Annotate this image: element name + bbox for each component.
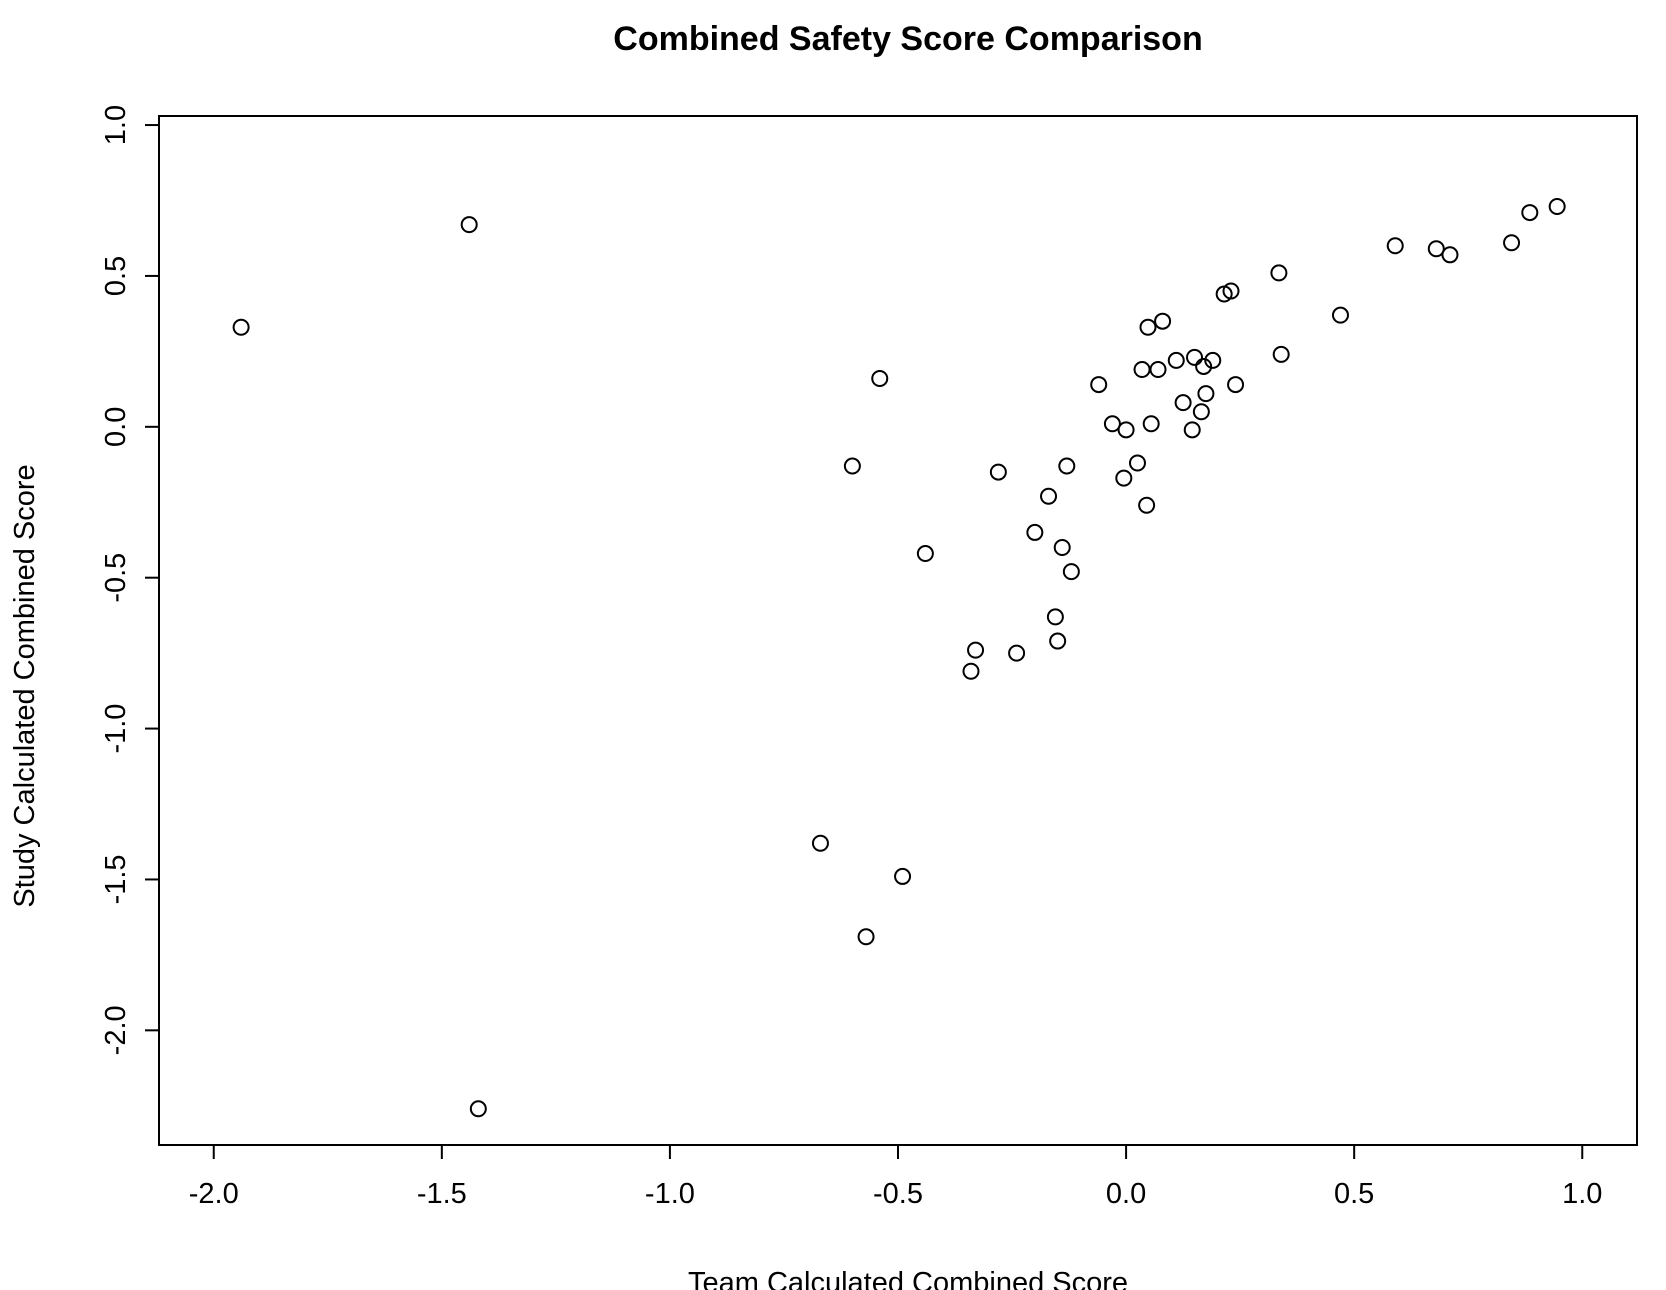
data-point — [962, 662, 980, 680]
y-tick-label: 0.5 — [100, 256, 132, 296]
x-tick-label: 0.0 — [1106, 1178, 1146, 1210]
data-point — [1195, 357, 1213, 375]
data-point — [1183, 421, 1201, 439]
x-tick-label: 0.5 — [1334, 1178, 1374, 1210]
data-point — [1204, 351, 1222, 369]
chart-title: Combined Safety Score Comparison — [613, 20, 1202, 58]
data-point — [1142, 415, 1160, 433]
data-point — [989, 463, 1007, 481]
data-point — [1053, 539, 1071, 557]
x-axis: -2.0 -1.5 -1.0 -0.5 0.0 0.5 1.0 — [189, 1145, 1602, 1210]
x-axis-label: Team Calculated Combined Score — [688, 1267, 1128, 1290]
data-point — [871, 370, 889, 388]
data-point — [1103, 415, 1121, 433]
data-point — [1222, 282, 1240, 300]
y-tick-label: 1.0 — [100, 105, 132, 145]
data-point — [967, 641, 985, 659]
data-point — [1117, 421, 1135, 439]
data-point — [1138, 496, 1156, 514]
data-point — [857, 928, 875, 946]
data-point — [1115, 469, 1133, 487]
y-tick-label: -1.5 — [100, 854, 132, 904]
y-tick-label: -2.0 — [100, 1005, 132, 1055]
data-point — [1062, 563, 1080, 581]
data-point — [460, 216, 478, 234]
data-point — [1026, 523, 1044, 541]
data-point — [1186, 348, 1204, 366]
data-point — [916, 545, 934, 563]
data-point — [1272, 345, 1290, 363]
data-point — [1548, 198, 1566, 216]
data-point — [1008, 644, 1026, 662]
y-axis: 1.0 0.5 0.0 -0.5 -1.0 -1.5 -2.0 — [100, 105, 159, 1055]
plot-area-frame — [158, 115, 1638, 1146]
y-tick-label: 0.0 — [100, 407, 132, 447]
data-point — [1427, 240, 1445, 258]
data-point — [1167, 351, 1185, 369]
data-point — [1331, 306, 1349, 324]
data-point — [1049, 632, 1067, 650]
data-point — [1090, 376, 1108, 394]
x-tick-label: -2.0 — [189, 1178, 239, 1210]
data-point — [1133, 360, 1151, 378]
x-tick-label: -1.5 — [417, 1178, 467, 1210]
data-point — [1386, 237, 1404, 255]
data-point — [1149, 360, 1167, 378]
data-point — [1192, 403, 1210, 421]
x-tick-label: -1.0 — [645, 1178, 695, 1210]
data-points — [232, 198, 1566, 1118]
data-point — [469, 1100, 487, 1118]
y-axis-label: Study Calculated Combined Score — [9, 464, 41, 907]
data-point — [1197, 385, 1215, 403]
data-point — [1227, 376, 1245, 394]
x-tick-label: 1.0 — [1562, 1178, 1602, 1210]
data-point — [1139, 318, 1157, 336]
data-point — [1503, 234, 1521, 252]
data-point — [1046, 608, 1064, 626]
data-point — [894, 867, 912, 885]
y-tick-label: -1.0 — [100, 704, 132, 754]
x-tick-label: -0.5 — [873, 1178, 923, 1210]
data-point — [1270, 264, 1288, 282]
data-point — [1441, 246, 1459, 264]
data-point — [1174, 394, 1192, 412]
data-point — [1154, 312, 1172, 330]
data-point — [1058, 457, 1076, 475]
data-point — [232, 318, 250, 336]
data-point — [1521, 204, 1539, 222]
data-point — [843, 457, 861, 475]
data-point — [1128, 454, 1146, 472]
data-point — [1040, 487, 1058, 505]
data-point — [811, 834, 829, 852]
y-tick-label: -0.5 — [100, 553, 132, 603]
